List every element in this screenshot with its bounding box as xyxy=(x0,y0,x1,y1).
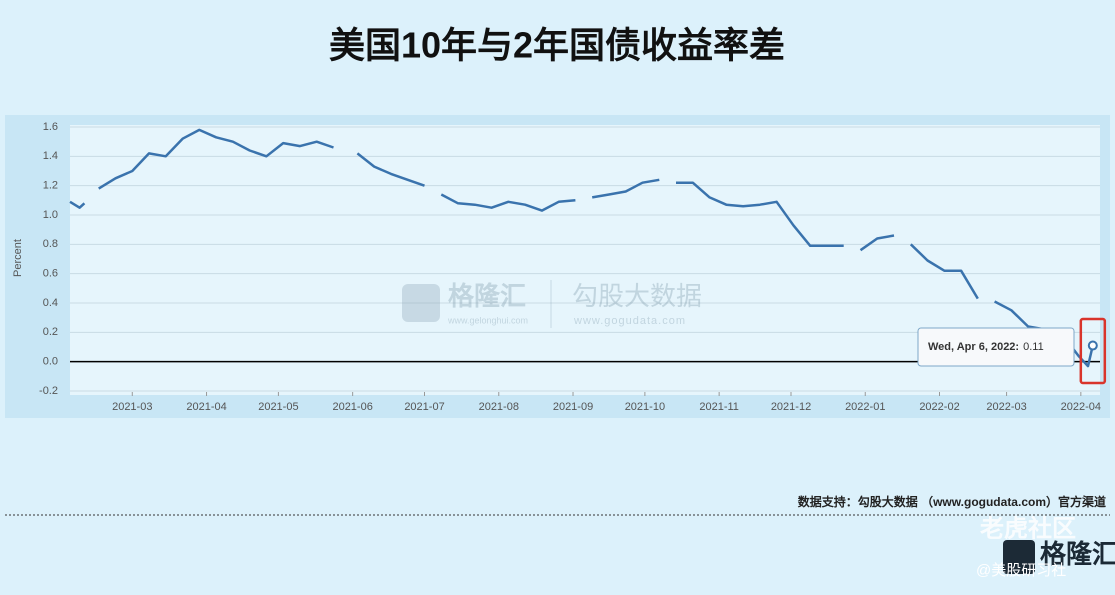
x-tick-label: 2021-10 xyxy=(625,401,665,413)
x-tick-label: 2022-04 xyxy=(1061,401,1101,413)
highlight-box xyxy=(1079,317,1107,385)
x-tick-label: 2021-07 xyxy=(404,401,444,413)
x-tick-label: 2021-12 xyxy=(771,401,811,413)
x-tick-label: 2021-03 xyxy=(112,401,152,413)
footer-logo: 格隆汇 xyxy=(1040,539,1115,569)
x-tick-label: 2021-05 xyxy=(258,401,298,413)
tooltip-value: 0.11 xyxy=(1023,341,1044,353)
y-tick-label: 0.8 xyxy=(43,238,58,250)
y-tick-label: 1.2 xyxy=(43,180,58,192)
x-tick-label: 2021-08 xyxy=(479,401,519,413)
tooltip-label: Wed, Apr 6, 2022: xyxy=(928,341,1019,353)
x-tick-label: 2022-01 xyxy=(845,401,885,413)
y-tick-label: 0.4 xyxy=(43,297,58,309)
y-axis-label: Percent xyxy=(12,239,24,277)
y-tick-label: 1.4 xyxy=(43,150,58,162)
watermark-url: www.gelonghui.com xyxy=(447,315,528,325)
y-tick-label: 0.6 xyxy=(43,268,58,280)
tooltip-point xyxy=(1087,340,1098,351)
x-tick-label: 2022-03 xyxy=(986,401,1026,413)
y-tick-label: -0.2 xyxy=(39,385,58,397)
y-tick-label: 1.6 xyxy=(43,121,58,133)
watermark-data-brand: 勾股大数据 xyxy=(572,281,702,311)
x-tick-label: 2021-06 xyxy=(332,401,372,413)
chart-title: 美国10年与2年国债收益率差 xyxy=(329,25,785,66)
x-tick-label: 2021-04 xyxy=(186,401,226,413)
y-tick-label: 0.0 xyxy=(43,356,58,368)
x-tick-label: 2022-02 xyxy=(919,401,959,413)
watermark-logo xyxy=(402,284,440,322)
author: @美股研习社 xyxy=(976,562,1066,579)
watermark-data-url: www.gogudata.com xyxy=(573,315,686,327)
y-tick-label: 1.0 xyxy=(43,209,58,221)
watermark: 格隆汇 www.gelonghui.com 勾股大数据 www.gogudata… xyxy=(402,280,702,328)
x-tick-label: 2021-09 xyxy=(553,401,593,413)
tooltip-text: Wed, Apr 6, 2022: 0.11 xyxy=(928,341,1044,353)
tooltip-box xyxy=(917,327,1075,367)
y-tick-label: 0.2 xyxy=(43,326,58,338)
footer-logo-mark xyxy=(1003,540,1035,574)
community: 老虎社区 xyxy=(980,514,1076,542)
source: 数据支持：勾股大数据 （www.gogudata.com）官方渠道 xyxy=(798,494,1106,509)
x-tick-label: 2021-11 xyxy=(699,401,739,413)
watermark-brand: 格隆汇 xyxy=(448,281,526,311)
